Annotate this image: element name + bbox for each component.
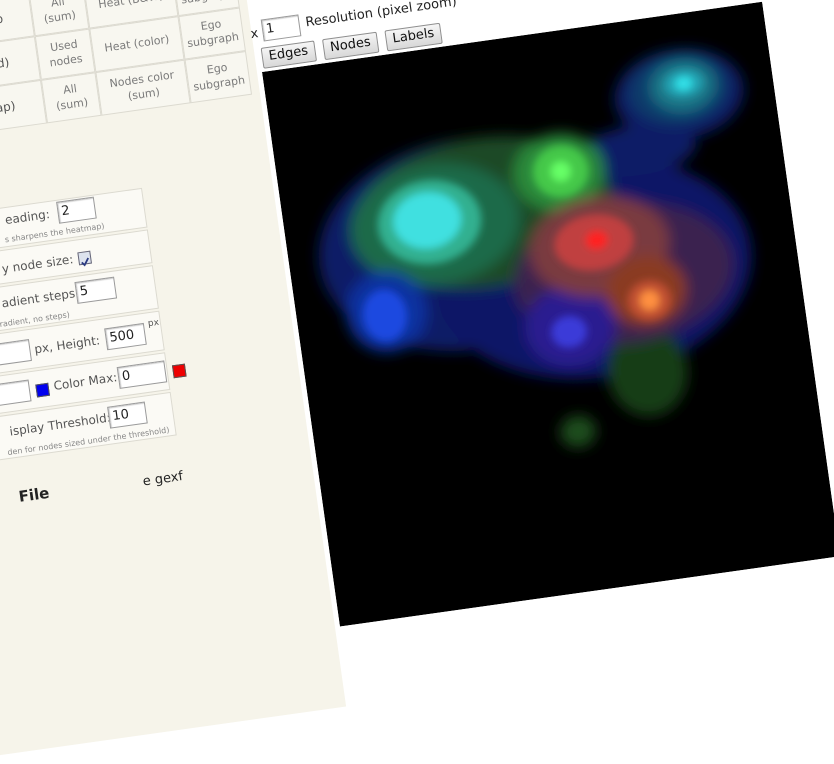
color-swatch[interactable]: [171, 363, 187, 379]
color-swatch[interactable]: [35, 382, 50, 398]
table-cell[interactable]: Ego subgraph: [184, 51, 253, 104]
checkmark: [81, 257, 89, 267]
table-cell[interactable]: Used nodes: [34, 28, 96, 80]
checkbox[interactable]: [77, 250, 93, 267]
zoom-input[interactable]: 1: [260, 14, 302, 42]
heatmap: [262, 1, 834, 627]
unit: px: [147, 317, 160, 330]
table-cell[interactable]: All (sum): [40, 72, 102, 124]
zoom-prefix: x: [249, 26, 260, 43]
